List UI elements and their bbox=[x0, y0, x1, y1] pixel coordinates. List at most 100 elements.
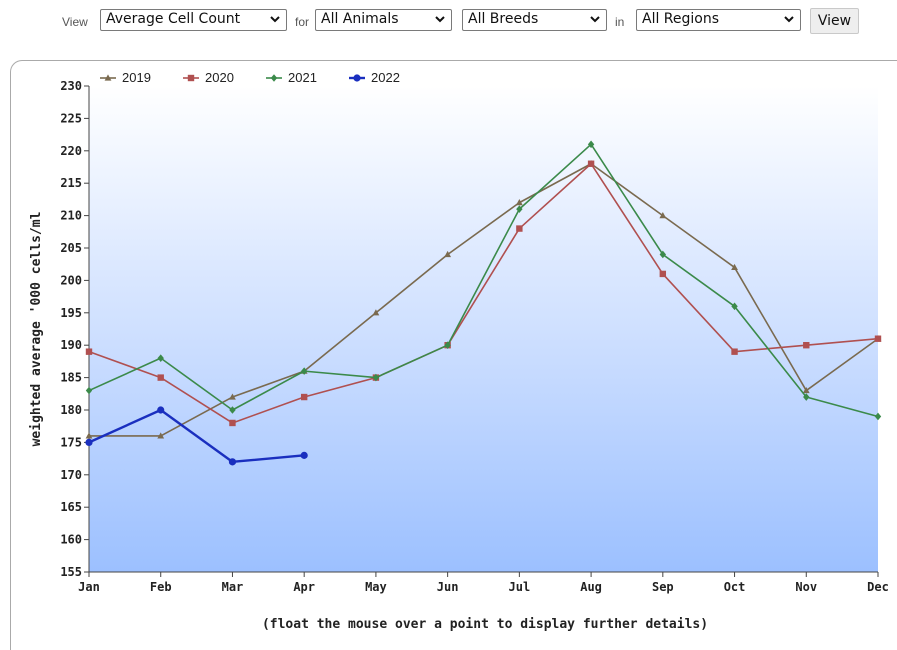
series-line-2022 bbox=[88, 408, 305, 464]
filter-toolbar: View Average Cell Count for All Animals … bbox=[0, 8, 897, 36]
data-point-2021[interactable] bbox=[444, 341, 451, 349]
data-point-2022[interactable] bbox=[300, 451, 308, 459]
x-tick-label: Sep bbox=[652, 580, 674, 594]
data-point-2019[interactable] bbox=[515, 199, 523, 206]
y-tick-label: 210 bbox=[60, 209, 82, 223]
legend-marker[interactable] bbox=[104, 74, 112, 81]
plot-area bbox=[89, 86, 878, 572]
x-tick-label: Jan bbox=[78, 580, 100, 594]
view-button[interactable]: View bbox=[810, 8, 859, 34]
data-point-2020[interactable] bbox=[85, 348, 93, 355]
data-point-2019[interactable] bbox=[372, 309, 380, 316]
series-2019 bbox=[85, 160, 882, 439]
data-point-2019[interactable] bbox=[85, 432, 93, 439]
data-point-2019[interactable] bbox=[731, 263, 738, 271]
data-point-2021[interactable] bbox=[85, 386, 93, 395]
hover-hint: (float the mouse over a point to display… bbox=[261, 617, 709, 632]
data-point-2021[interactable] bbox=[300, 367, 308, 375]
x-tick-label: Feb bbox=[150, 580, 172, 594]
series-2021 bbox=[85, 140, 882, 421]
series-line-2021 bbox=[88, 143, 879, 418]
legend-marker[interactable] bbox=[270, 74, 278, 82]
x-axis: Jan Feb Mar Apr May Jun Jul Aug Sep Oct Nov Dec bbox=[78, 571, 889, 594]
legend-label: 2020 bbox=[205, 70, 234, 85]
data-point-2020[interactable] bbox=[874, 335, 882, 342]
x-tick-label: Nov bbox=[795, 580, 817, 594]
data-point-2021[interactable] bbox=[731, 302, 738, 311]
regions-select[interactable]: All Regions bbox=[636, 9, 801, 31]
legend-label: 2022 bbox=[371, 70, 400, 85]
data-point-2021[interactable] bbox=[516, 205, 523, 213]
series-line-2019 bbox=[89, 162, 879, 437]
y-tick-label: 170 bbox=[60, 468, 82, 482]
y-tick-label: 220 bbox=[60, 144, 82, 158]
legend-item-2021: 2021 bbox=[266, 70, 317, 85]
y-tick-label: 225 bbox=[60, 111, 82, 125]
chevron-down-icon bbox=[435, 16, 445, 23]
data-point-2019[interactable] bbox=[444, 250, 452, 258]
x-tick-label: Mar bbox=[222, 580, 244, 594]
x-tick-label: Jun bbox=[437, 580, 459, 594]
y-tick-label: 190 bbox=[60, 338, 82, 352]
data-point-2021[interactable] bbox=[372, 373, 380, 382]
y-tick-label: 160 bbox=[60, 533, 82, 547]
data-point-2022[interactable] bbox=[85, 438, 93, 446]
y-tick-label: 205 bbox=[60, 241, 82, 255]
animals-select[interactable]: All Animals bbox=[315, 9, 452, 31]
x-tick-label: Oct bbox=[724, 580, 746, 594]
regions-select-value: All Regions bbox=[642, 11, 720, 27]
data-point-2021[interactable] bbox=[874, 412, 882, 421]
data-point-2019[interactable] bbox=[229, 393, 236, 400]
chevron-down-icon bbox=[270, 16, 280, 23]
legend-marker[interactable] bbox=[187, 74, 195, 82]
data-point-2021[interactable] bbox=[157, 354, 164, 362]
y-axis-label: weighted average '000 cells/ml bbox=[29, 212, 44, 447]
data-point-2021[interactable] bbox=[803, 393, 810, 401]
data-point-2022[interactable] bbox=[157, 406, 165, 414]
data-point-2021[interactable] bbox=[659, 250, 667, 259]
y-tick-label: 155 bbox=[60, 565, 82, 579]
data-point-2019[interactable] bbox=[802, 386, 810, 394]
data-point-2020[interactable] bbox=[803, 342, 810, 349]
in-label: in bbox=[615, 15, 625, 29]
y-tick-label: 165 bbox=[60, 500, 82, 514]
metric-select-value: Average Cell Count bbox=[106, 11, 241, 27]
breeds-select-value: All Breeds bbox=[468, 11, 539, 27]
y-tick-label: 195 bbox=[60, 306, 82, 320]
series-2022 bbox=[85, 406, 308, 466]
y-tick-label: 180 bbox=[60, 403, 82, 417]
data-point-2022[interactable] bbox=[228, 458, 237, 466]
series-layer bbox=[85, 140, 882, 466]
data-point-2021[interactable] bbox=[587, 140, 595, 149]
y-tick-label: 175 bbox=[60, 435, 82, 449]
breeds-select[interactable]: All Breeds bbox=[462, 9, 607, 31]
x-tick-label: Dec bbox=[867, 580, 889, 594]
metric-select[interactable]: Average Cell Count bbox=[100, 9, 287, 31]
chevron-down-icon bbox=[784, 16, 794, 23]
y-axis: 155 160 165 170 175 180 185 190 195 200 205 210 215 2… bbox=[60, 79, 90, 579]
data-point-2020[interactable] bbox=[731, 348, 738, 355]
legend: 2019 2020 2021 2022 bbox=[100, 70, 400, 85]
data-point-2020[interactable] bbox=[516, 225, 523, 232]
animals-select-value: All Animals bbox=[321, 11, 399, 27]
for-label: for bbox=[295, 15, 310, 29]
data-point-2020[interactable] bbox=[587, 160, 595, 167]
data-point-2020[interactable] bbox=[300, 393, 308, 401]
y-tick-label: 200 bbox=[60, 273, 82, 287]
legend-label: 2021 bbox=[288, 70, 317, 85]
data-point-2020[interactable] bbox=[157, 374, 164, 381]
legend-item-2020: 2020 bbox=[183, 70, 234, 85]
data-point-2020[interactable] bbox=[229, 419, 236, 427]
x-tick-label: Aug bbox=[580, 580, 602, 594]
x-tick-label: Apr bbox=[293, 580, 315, 594]
chevron-down-icon bbox=[590, 16, 600, 23]
data-point-2021[interactable] bbox=[229, 406, 236, 414]
data-point-2020[interactable] bbox=[659, 270, 667, 278]
legend-marker[interactable] bbox=[353, 74, 361, 82]
chart-panel bbox=[10, 60, 897, 650]
data-point-2019[interactable] bbox=[157, 432, 165, 439]
legend-item-2022: 2022 bbox=[349, 70, 400, 85]
legend-item-2019: 2019 bbox=[100, 70, 151, 85]
data-point-2019[interactable] bbox=[659, 212, 667, 219]
legend-label: 2019 bbox=[122, 70, 151, 85]
